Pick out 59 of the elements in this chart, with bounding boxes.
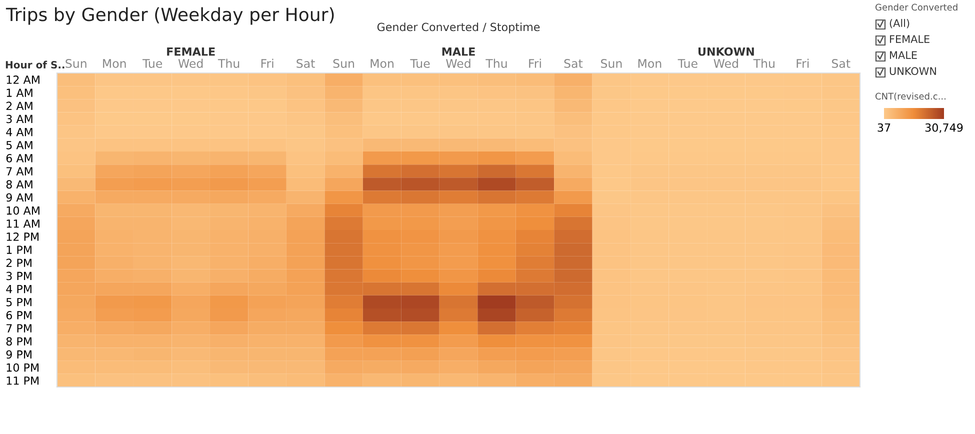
x-tick-label: Mon bbox=[638, 59, 662, 68]
y-tick-label: 2 AM bbox=[6, 102, 32, 110]
y-tick-label: 12 PM bbox=[6, 232, 38, 241]
y-tick-label: 9 AM bbox=[6, 193, 32, 202]
x-tick-label: Tue bbox=[142, 59, 162, 68]
x-tick-label: Wed bbox=[714, 58, 738, 68]
x-tick-label: Sun bbox=[333, 59, 354, 68]
x-tick-label: Wed bbox=[178, 58, 203, 68]
y-axis-title: Hour of S.. bbox=[6, 60, 64, 69]
x-axis-title: Gender Converted / Stoptime bbox=[377, 22, 540, 34]
color-bar-title: CNT(revised.c... bbox=[876, 92, 946, 101]
y-tick-label: 5 PM bbox=[6, 298, 32, 306]
y-tick-label: 11 AM bbox=[6, 220, 40, 228]
x-tick-label: Sat bbox=[296, 59, 315, 68]
color-bar-label: 37 bbox=[878, 123, 890, 132]
y-tick-label: 7 PM bbox=[6, 324, 32, 332]
y-tick-label: 5 AM bbox=[6, 141, 32, 150]
y-tick-label: 2 PM bbox=[6, 258, 32, 267]
text: FEMALE bbox=[167, 48, 215, 56]
chart-title: Trips by Gender (Weekday per Hour) bbox=[6, 7, 334, 25]
y-tick-label: 1 AM bbox=[6, 88, 32, 97]
y-tick-label: 10 PM bbox=[6, 363, 38, 372]
y-tick-label: 12 AM bbox=[6, 76, 40, 84]
x-tick-label: Sun bbox=[66, 59, 86, 68]
color-bar-label: 30,749 bbox=[925, 123, 963, 133]
text: MALE bbox=[442, 48, 475, 56]
y-tick-label: 1 PM bbox=[6, 246, 32, 254]
y-tick-label: 10 AM bbox=[6, 206, 40, 215]
y-tick-label: 4 PM bbox=[6, 284, 32, 294]
x-tick-label: Fri bbox=[796, 58, 809, 68]
x-tick-label: Thu bbox=[218, 58, 240, 68]
text: (All) bbox=[890, 18, 910, 28]
text: Gender Converted bbox=[876, 4, 958, 11]
y-tick-label: 8 AM bbox=[6, 180, 32, 189]
x-tick-label: Mon bbox=[103, 59, 126, 68]
x-tick-label: Fri bbox=[261, 58, 274, 68]
text: FEMALE bbox=[890, 35, 930, 43]
x-tick-label: Mon bbox=[370, 59, 394, 68]
x-tick-label: Sun bbox=[601, 59, 622, 68]
y-tick-label: 4 AM bbox=[6, 128, 32, 136]
text: UNKOWN bbox=[890, 67, 936, 76]
y-tick-label: 7 AM bbox=[6, 167, 32, 176]
x-tick-label: Tue bbox=[678, 59, 698, 68]
y-tick-label: 3 PM bbox=[6, 272, 32, 280]
y-tick-label: 3 AM bbox=[6, 114, 32, 124]
x-tick-label: Thu bbox=[486, 58, 507, 68]
x-tick-label: Sat bbox=[564, 59, 583, 68]
text: UNKOWN bbox=[698, 47, 754, 56]
text: MALE bbox=[890, 51, 917, 59]
x-tick-label: Tue bbox=[410, 59, 430, 68]
x-tick-label: Wed bbox=[446, 58, 470, 68]
y-tick-label: 8 PM bbox=[6, 337, 32, 346]
y-tick-label: 9 PM bbox=[6, 350, 32, 359]
x-tick-label: Thu bbox=[753, 58, 774, 68]
y-tick-label: 6 PM bbox=[6, 311, 32, 320]
y-tick-label: 6 AM bbox=[6, 154, 32, 162]
y-tick-label: 11 PM bbox=[6, 376, 38, 385]
x-tick-label: Fri bbox=[529, 58, 541, 68]
x-tick-label: Sat bbox=[832, 59, 850, 68]
